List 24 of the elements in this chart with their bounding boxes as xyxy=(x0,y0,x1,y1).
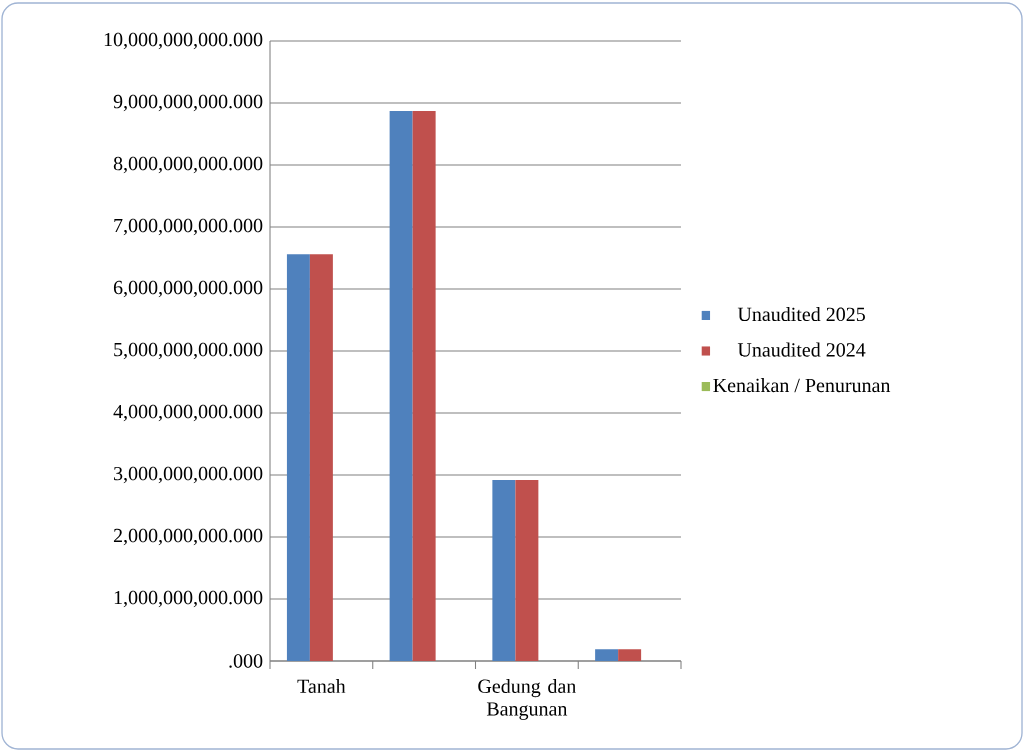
bar xyxy=(618,649,642,661)
y-tick-label: 1,000,000,000.000 xyxy=(114,590,263,608)
y-tick-label: 4,000,000,000.000 xyxy=(113,404,263,422)
x-tick-label: Gedung dan Bangunan xyxy=(478,678,577,720)
bar xyxy=(515,479,539,661)
bar xyxy=(492,479,516,661)
y-tick-label: 9,000,000,000.000 xyxy=(113,94,263,112)
y-tick-label: .000 xyxy=(229,654,263,668)
bar xyxy=(309,254,333,661)
y-tick-label: 5,000,000,000.000 xyxy=(114,342,263,360)
bar xyxy=(595,649,619,661)
y-tick-label: 10,000,000,000.000 xyxy=(104,32,263,50)
bar xyxy=(412,111,436,661)
bar xyxy=(286,254,310,661)
x-tick-label: Tanah xyxy=(297,678,346,694)
legend-label: Unaudited 2025 xyxy=(737,307,865,322)
y-tick-label: 8,000,000,000.000 xyxy=(113,156,263,174)
bar xyxy=(389,111,413,661)
y-tick-label: 6,000,000,000.000 xyxy=(113,280,263,298)
y-tick-label: 3,000,000,000.000 xyxy=(114,466,263,484)
legend-label: Unaudited 2024 xyxy=(737,342,866,357)
y-tick-label: 7,000,000,000.000 xyxy=(114,218,263,236)
legend-label: Kenaikan / Penurunan xyxy=(713,378,891,393)
y-tick-label: 2,000,000,000.000 xyxy=(113,528,263,546)
